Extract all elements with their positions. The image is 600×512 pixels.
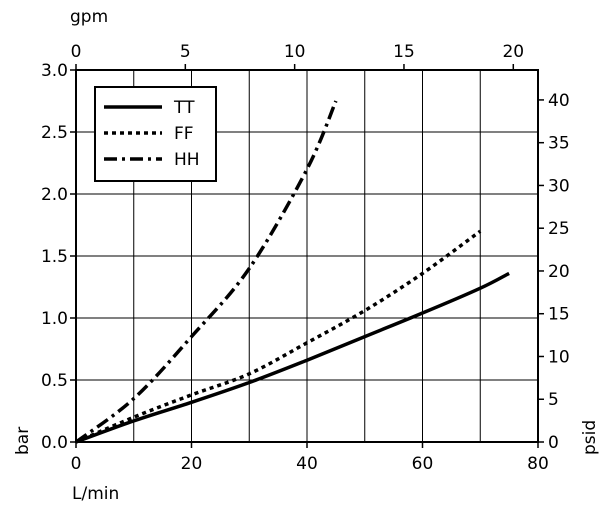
x-axis-label: L/min: [72, 484, 119, 504]
x-tick-label: 40: [296, 454, 318, 474]
legend-label-tt: TT: [173, 98, 195, 118]
y-tick-label: 2.0: [41, 185, 68, 205]
y2-tick-label: 30: [548, 176, 570, 196]
y2-tick-label: 15: [548, 305, 570, 325]
y2-axis-label: psid: [580, 420, 600, 455]
x-tick-label: 60: [412, 454, 434, 474]
y2-tick-label: 5: [548, 390, 559, 410]
x-tick-label: 80: [527, 454, 549, 474]
x2-axis-label: gpm: [70, 7, 108, 27]
x2-tick-label: 20: [502, 42, 524, 62]
series-lines: [74, 100, 510, 444]
y2-tick-label: 25: [548, 219, 570, 239]
y-tick-label: 2.5: [41, 123, 68, 143]
x2-tick-label: 15: [393, 42, 415, 62]
x2-tick-label: 10: [284, 42, 306, 62]
x2-tick-label: 0: [71, 42, 82, 62]
y2-tick-label: 35: [548, 134, 570, 154]
series-line-ff: [75, 229, 482, 444]
x-tick-label: 0: [71, 454, 82, 474]
y-tick-label: 0.0: [41, 433, 68, 453]
series-line-tt: [75, 271, 510, 444]
y-tick-label: 0.5: [41, 371, 68, 391]
x2-tick-label: 5: [180, 42, 191, 62]
axis-ticks: 0 20 40 60 800.00.51.01.52.02.53.00 5 10 15 2005…: [41, 42, 570, 474]
y2-tick-label: 0: [548, 433, 559, 453]
legend: TT FF HH: [94, 86, 217, 182]
series-line-hh: [74, 100, 338, 444]
y2-tick-label: 20: [548, 262, 570, 282]
y2-tick-label: 10: [548, 347, 570, 367]
x-tick-label: 20: [181, 454, 203, 474]
y-axis-label: bar: [13, 427, 33, 455]
legend-label-hh: HH: [174, 150, 200, 170]
y-tick-label: 3.0: [41, 61, 68, 81]
y-tick-label: 1.5: [41, 247, 68, 267]
legend-label-ff: FF: [174, 124, 194, 144]
y-tick-label: 1.0: [41, 309, 68, 329]
y2-tick-label: 40: [548, 91, 570, 111]
